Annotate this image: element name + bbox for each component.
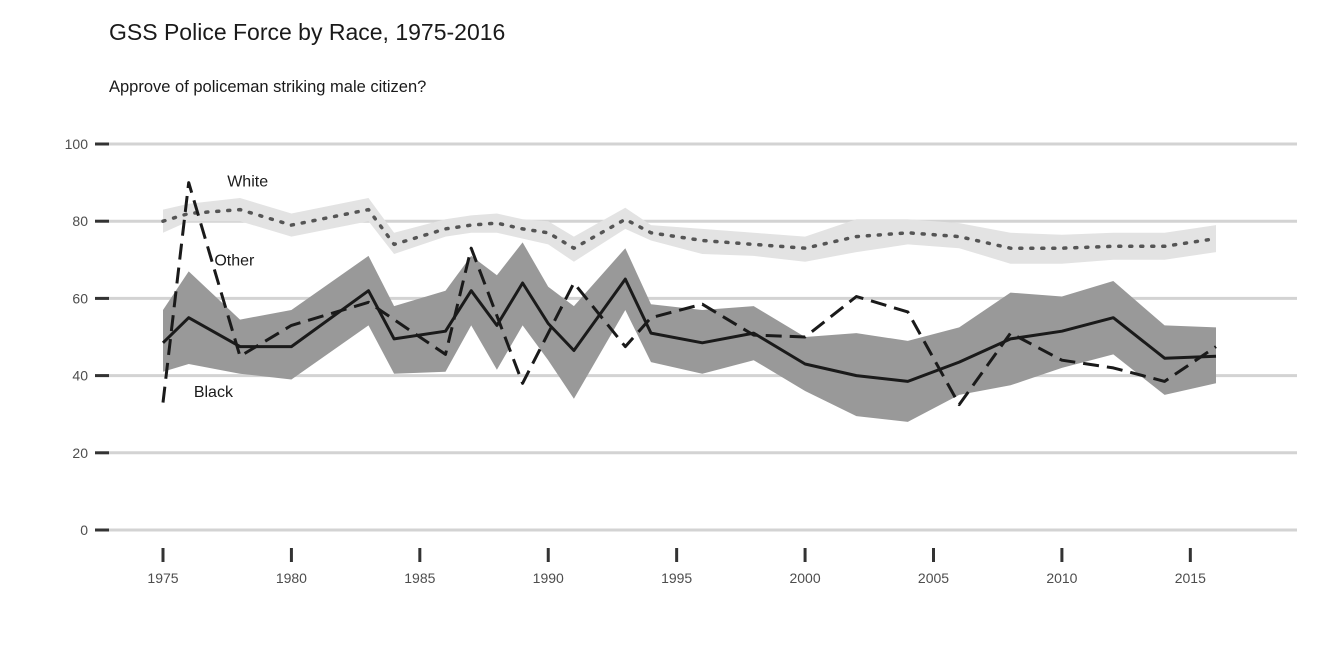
- chart-subtitle: Approve of policeman striking male citiz…: [109, 78, 427, 96]
- confidence-band-black: [163, 242, 1216, 422]
- confidence-band-white: [163, 198, 1216, 264]
- x-tick-label: 2015: [1175, 570, 1206, 586]
- y-tick-label: 0: [80, 522, 88, 538]
- x-tick-label: 2000: [789, 570, 820, 586]
- series-labels: White Other Black: [194, 173, 268, 400]
- chart-title: GSS Police Force by Race, 1975-2016: [109, 19, 506, 45]
- series-label-black: Black: [194, 384, 234, 401]
- y-tick-label: 20: [72, 445, 88, 461]
- x-tick-label: 1995: [661, 570, 692, 586]
- x-axis: 1975 1980 1985 1990 1995 2000 2005 2010 2015: [147, 548, 1206, 586]
- x-tick-label: 1990: [533, 570, 564, 586]
- y-tick-label: 60: [72, 290, 88, 306]
- y-tick-label: 100: [65, 136, 89, 152]
- x-tick-label: 1975: [147, 570, 178, 586]
- series-lines: [161, 181, 1218, 407]
- y-tick-label: 80: [72, 213, 88, 229]
- x-tick-label: 2005: [918, 570, 949, 586]
- series-line-black: [161, 277, 1217, 383]
- x-tick-label: 1985: [404, 570, 435, 586]
- series-label-white: White: [227, 173, 268, 190]
- series-line-white: [161, 207, 1218, 250]
- confidence-bands: [163, 198, 1216, 422]
- y-axis: 0 20 40 60 80 100: [65, 136, 109, 538]
- x-tick-label: 2010: [1046, 570, 1077, 586]
- y-tick-label: 40: [72, 368, 88, 384]
- x-tick-label: 1980: [276, 570, 307, 586]
- series-label-other: Other: [214, 253, 255, 270]
